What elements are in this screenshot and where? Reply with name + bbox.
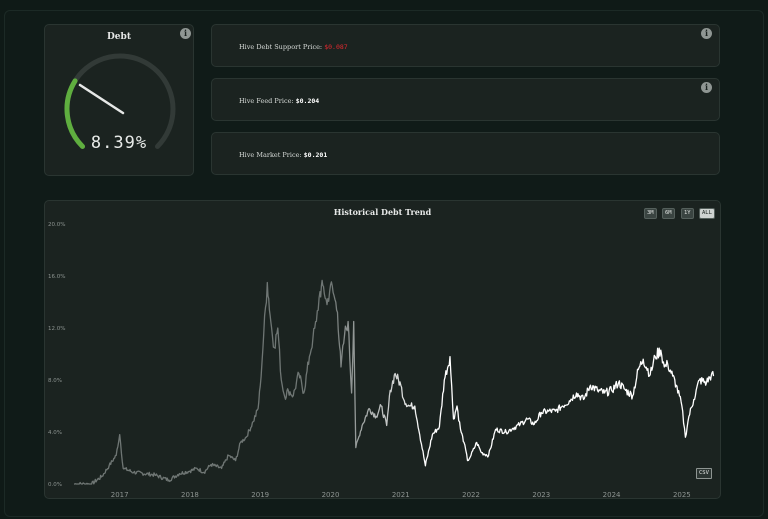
y-tick-label: 0.0% bbox=[48, 482, 62, 488]
market-price-card: Hive Market Price: $0.201 bbox=[211, 132, 720, 175]
x-tick-label: 2022 bbox=[462, 491, 480, 499]
debt-gauge bbox=[64, 53, 176, 149]
debt-gauge-card: Debt i 8.39% bbox=[44, 24, 194, 176]
range-1y-button[interactable]: 1Y bbox=[681, 208, 694, 219]
gauge-title: Debt bbox=[107, 32, 131, 42]
price-value: $0.204 bbox=[295, 97, 320, 105]
gauge-value: 8.39% bbox=[90, 133, 148, 153]
x-tick-label: 2018 bbox=[181, 491, 199, 499]
range-3m-button[interactable]: 3M bbox=[644, 208, 657, 219]
y-tick-label: 8.0% bbox=[48, 378, 62, 384]
info-icon[interactable]: i bbox=[701, 28, 712, 39]
x-tick-label: 2017 bbox=[111, 491, 129, 499]
x-tick-label: 2025 bbox=[673, 491, 691, 499]
y-tick-label: 4.0% bbox=[48, 430, 62, 436]
info-icon[interactable]: i bbox=[701, 82, 712, 93]
y-tick-label: 16.0% bbox=[48, 274, 65, 280]
feed-price-card: i Hive Feed Price: $0.204 bbox=[211, 78, 720, 121]
price-value: $0.087 bbox=[324, 43, 348, 51]
gauge-fill bbox=[64, 78, 86, 149]
debt-trend-chart: 0.0% 4.0% 8.0% 12.0% 16.0% 20.0% 2017 2018 2019… bbox=[48, 222, 715, 499]
y-tick-label: 20.0% bbox=[48, 222, 65, 228]
market-price: Hive Market Price: $0.201 bbox=[239, 151, 327, 159]
x-tick-label: 2021 bbox=[392, 491, 410, 499]
debt-support-price: Hive Debt Support Price: $0.087 bbox=[239, 43, 348, 51]
feed-price: Hive Feed Price: $0.204 bbox=[239, 97, 319, 105]
x-tick-label: 2019 bbox=[251, 491, 269, 499]
price-label: Hive Market Price: bbox=[239, 151, 302, 159]
x-tick-label: 2023 bbox=[532, 491, 550, 499]
info-icon[interactable]: i bbox=[180, 28, 191, 39]
csv-download-button[interactable]: CSV bbox=[696, 468, 712, 479]
price-label: Hive Feed Price: bbox=[239, 97, 294, 105]
x-tick-label: 2024 bbox=[603, 491, 621, 499]
debt-series-line bbox=[74, 279, 715, 485]
chart-title: Historical Debt Trend bbox=[333, 207, 432, 217]
price-label: Hive Debt Support Price: bbox=[239, 43, 323, 51]
price-value: $0.201 bbox=[303, 151, 328, 159]
debt-trend-card: Historical Debt Trend 3M 6M 1Y ALL 0.0% 4… bbox=[44, 200, 721, 499]
gauge-needle bbox=[78, 83, 125, 115]
range-6m-button[interactable]: 6M bbox=[662, 208, 675, 219]
y-tick-label: 12.0% bbox=[48, 326, 65, 332]
debt-support-price-card: i Hive Debt Support Price: $0.087 bbox=[211, 24, 720, 67]
range-all-button[interactable]: ALL bbox=[699, 208, 715, 219]
x-tick-label: 2020 bbox=[322, 491, 340, 499]
